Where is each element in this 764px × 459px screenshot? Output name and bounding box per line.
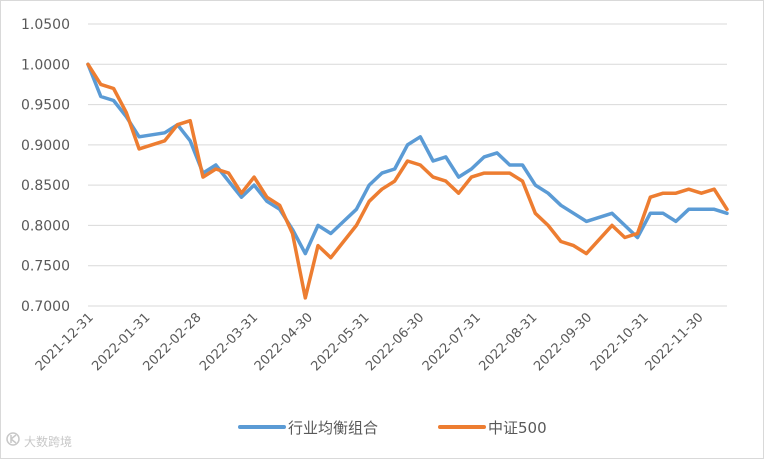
x-tick-label: 2022-06-30: [363, 310, 427, 374]
series-group: [86, 62, 729, 300]
legend-label-0: 行业均衡组合: [288, 419, 378, 437]
y-axis-ticks: 0.7000 0.7500 0.8000 0.8500 0.9000 0.9500 1.00…: [21, 17, 70, 315]
x-tick-label: 2022-07-31: [420, 310, 484, 374]
x-axis-ticks: 2021-12-312022-01-312022-02-282022-03-31…: [33, 310, 707, 374]
y-tick-label: 1.0500: [21, 17, 70, 33]
y-tick-label: 1.0000: [21, 57, 70, 73]
gridlines: [88, 23, 727, 267]
y-tick-label: 0.8500: [21, 178, 70, 194]
legend-label-1: 中证500: [488, 419, 547, 437]
y-tick-label: 0.9500: [21, 98, 70, 114]
y-tick-label: 0.7500: [21, 259, 70, 275]
watermark: 大数跨境: [6, 432, 72, 449]
y-tick-label: 0.7000: [21, 299, 70, 315]
x-tick-label: 2022-09-30: [531, 310, 595, 374]
watermark-text: 大数跨境: [24, 434, 72, 449]
x-tick-label: 2022-04-30: [252, 310, 316, 374]
y-tick-label: 0.9000: [21, 138, 70, 154]
ks-logo-icon: [6, 432, 20, 446]
series-line-1: [86, 62, 729, 300]
legend: 行业均衡组合 中证500: [238, 419, 547, 437]
x-tick-label: 2022-11-30: [643, 310, 707, 374]
x-tick-label: 2021-12-31: [33, 310, 97, 374]
y-tick-label: 0.8000: [21, 218, 70, 234]
